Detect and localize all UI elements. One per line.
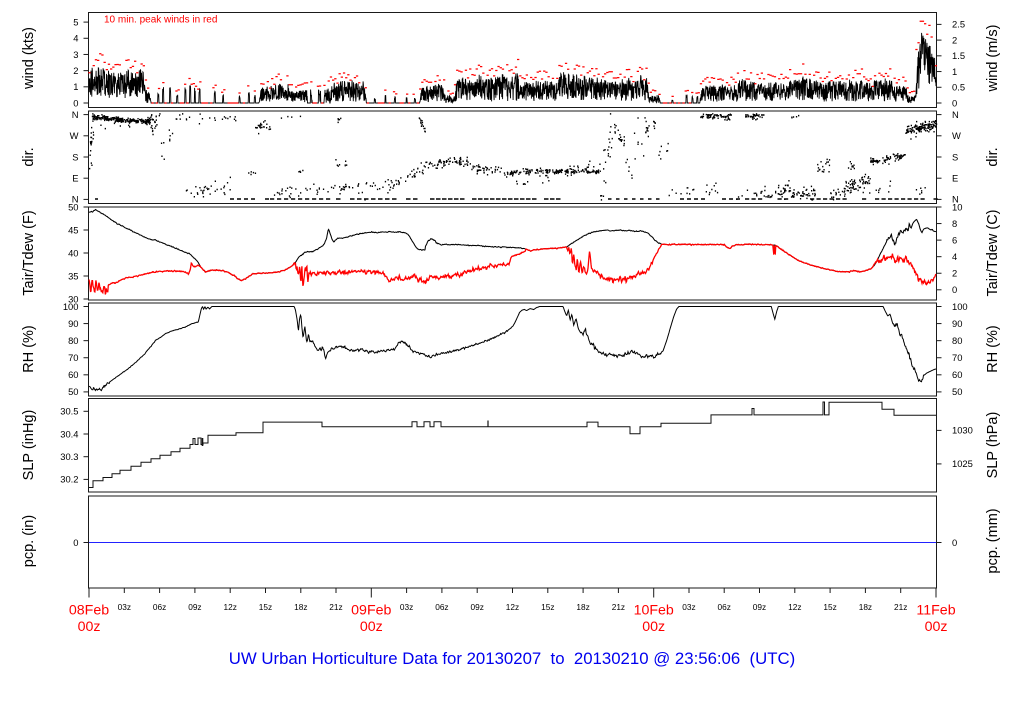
svg-text:12z: 12z [224,602,237,612]
svg-text:35: 35 [68,270,78,281]
svg-text:30.5: 30.5 [60,406,78,417]
svg-text:21z: 21z [612,602,625,612]
svg-text:18z: 18z [294,602,307,612]
svg-text:30.3: 30.3 [60,451,78,462]
svg-text:03z: 03z [118,602,131,612]
svg-text:100: 100 [952,301,968,312]
svg-text:1: 1 [73,81,78,92]
svg-text:1030: 1030 [952,425,973,436]
svg-text:80: 80 [68,335,78,346]
svg-text:2: 2 [73,65,78,76]
svg-text:00z: 00z [360,619,383,635]
svg-text:70: 70 [68,352,78,363]
svg-text:09z: 09z [471,602,484,612]
svg-text:3: 3 [73,49,78,60]
svg-text:Tair/Tdew (C): Tair/Tdew (C) [985,209,1001,296]
svg-text:0: 0 [73,537,78,548]
svg-text:S: S [952,151,958,162]
svg-text:30.2: 30.2 [60,474,78,485]
svg-text:03z: 03z [682,602,695,612]
svg-text:0: 0 [952,284,957,295]
svg-text:30: 30 [68,293,78,304]
svg-text:10: 10 [952,201,962,212]
svg-text:45: 45 [68,224,78,235]
svg-text:wind (kts): wind (kts) [21,27,37,90]
svg-text:09z: 09z [188,602,201,612]
svg-text:wind (m/s): wind (m/s) [985,25,1001,93]
svg-text:1025: 1025 [952,458,973,469]
svg-text:RH (%): RH (%) [985,325,1001,373]
svg-text:10 min. peak winds in red: 10 min. peak winds in red [104,14,217,25]
svg-text:1: 1 [952,66,957,77]
svg-text:18z: 18z [859,602,872,612]
svg-text:N: N [952,194,959,205]
svg-text:60: 60 [952,369,962,380]
svg-text:E: E [952,173,958,184]
svg-text:10Feb: 10Feb [634,603,674,619]
svg-text:90: 90 [952,318,962,329]
svg-text:12z: 12z [788,602,801,612]
svg-text:21z: 21z [894,602,907,612]
svg-text:21z: 21z [329,602,342,612]
svg-text:4: 4 [73,33,78,44]
svg-text:Tair/Tdew (F): Tair/Tdew (F) [21,210,37,295]
svg-text:11Feb: 11Feb [916,603,955,619]
svg-text:dir.: dir. [21,147,37,166]
svg-text:06z: 06z [153,602,166,612]
svg-text:1.5: 1.5 [952,50,965,61]
svg-text:SLP (inHg): SLP (inHg) [21,410,37,481]
svg-text:06z: 06z [718,602,731,612]
svg-text:0: 0 [952,97,957,108]
svg-text:09Feb: 09Feb [351,603,391,619]
svg-text:00z: 00z [78,619,101,635]
svg-text:2.5: 2.5 [952,19,965,30]
svg-text:50: 50 [68,386,78,397]
svg-text:40: 40 [68,247,78,258]
svg-text:pcp. (in): pcp. (in) [21,515,37,567]
svg-text:09z: 09z [753,602,766,612]
svg-text:70: 70 [952,352,962,363]
svg-text:W: W [70,130,79,141]
svg-text:15z: 15z [823,602,836,612]
svg-text:80: 80 [952,335,962,346]
svg-text:0.5: 0.5 [952,82,965,93]
svg-text:00z: 00z [642,619,665,635]
svg-text:N: N [72,109,79,120]
svg-text:dir.: dir. [985,147,1001,166]
svg-text:15z: 15z [541,602,554,612]
svg-text:pcp. (mm): pcp. (mm) [985,508,1001,573]
svg-text:E: E [72,173,78,184]
svg-text:UW Urban Horticulture Data for: UW Urban Horticulture Data for 20130207 … [229,649,795,668]
svg-text:100: 100 [63,301,79,312]
svg-text:0: 0 [952,537,957,548]
svg-text:0: 0 [73,97,78,108]
svg-text:08Feb: 08Feb [69,603,109,619]
svg-text:W: W [952,130,961,141]
svg-text:2: 2 [952,34,957,45]
svg-text:50: 50 [68,201,78,212]
svg-text:03z: 03z [400,602,413,612]
svg-text:S: S [72,151,78,162]
svg-text:RH (%): RH (%) [21,325,37,373]
svg-text:06z: 06z [435,602,448,612]
svg-text:2: 2 [952,268,957,279]
svg-text:SLP (hPa): SLP (hPa) [985,412,1001,479]
svg-text:6: 6 [952,234,957,245]
svg-text:50: 50 [952,386,962,397]
svg-text:N: N [72,194,79,205]
svg-text:8: 8 [952,218,957,229]
svg-text:4: 4 [952,251,957,262]
svg-text:N: N [952,109,959,120]
svg-text:00z: 00z [925,619,948,635]
svg-text:15z: 15z [259,602,272,612]
svg-text:60: 60 [68,369,78,380]
svg-text:12z: 12z [506,602,519,612]
svg-text:30.4: 30.4 [60,428,78,439]
svg-text:5: 5 [73,16,78,27]
svg-text:18z: 18z [576,602,589,612]
svg-text:90: 90 [68,318,78,329]
